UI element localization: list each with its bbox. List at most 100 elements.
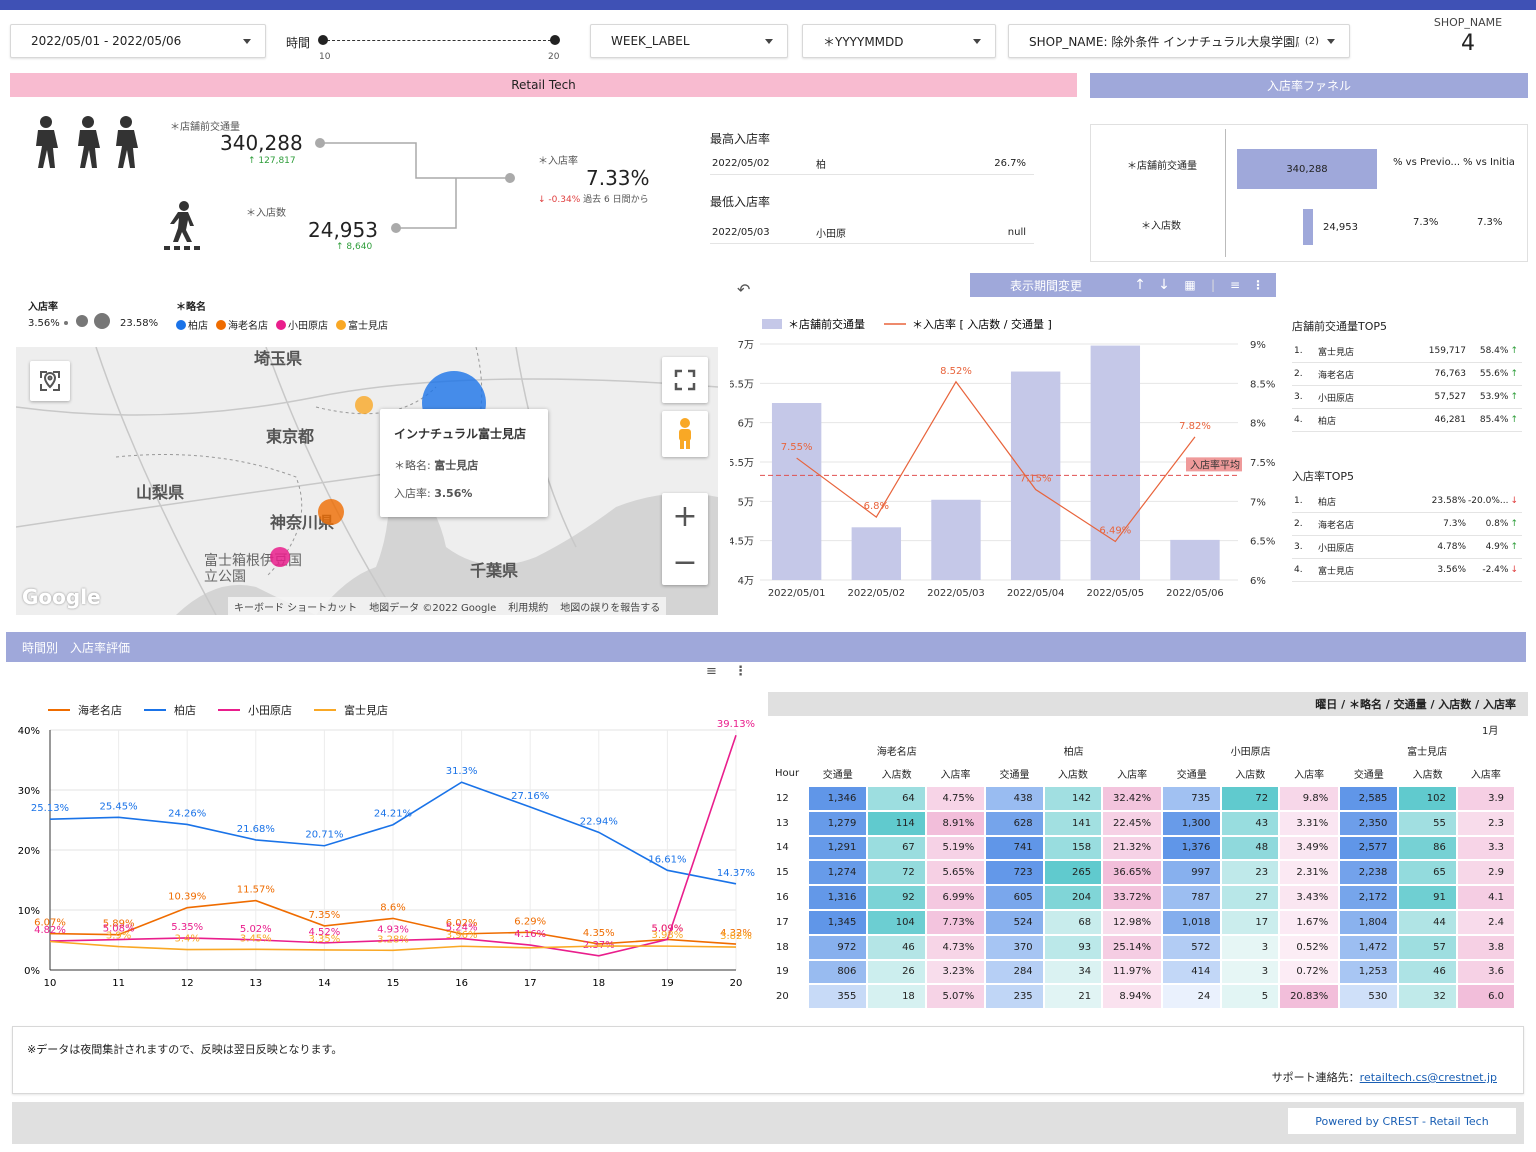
heat-cell: 3.49% [1278, 834, 1341, 862]
data-label: 11.57% [237, 885, 275, 896]
chevron-down-icon [765, 38, 773, 44]
legend-shop-name: 小田原店 [288, 321, 328, 332]
filter-icon[interactable]: ≡ [1229, 278, 1241, 292]
top5-value: 57,527 [1434, 392, 1467, 402]
map-background [16, 347, 718, 615]
funnel-bar-traffic: 340,288 [1237, 149, 1377, 189]
more-vert-icon[interactable]: ⋮ [1252, 278, 1264, 292]
legend-size-large [94, 313, 110, 329]
heat-cell: 1,279 [807, 809, 869, 837]
period-change-label[interactable]: 表示期間変更 [1010, 278, 1083, 293]
heat-shop-header: 柏店 [1063, 746, 1084, 758]
series-line [49, 940, 737, 952]
legend-shop-item: 柏店 [176, 317, 208, 332]
yyyymmdd-dropdown[interactable]: ＊YYYYMMDD [802, 24, 996, 58]
footer-note: ※データは夜間集計されますので、反映は翌日反映となります。 [27, 1043, 343, 1056]
date-range-picker[interactable]: 2022/05/01 - 2022/05/06 [10, 24, 266, 58]
heat-col-header: 交通量 [1353, 770, 1384, 781]
powered-by-link[interactable]: Powered by CREST - Retail Tech [1288, 1108, 1516, 1134]
line-filter-icon[interactable]: ≡ [706, 664, 717, 679]
x-tick: 16 [455, 978, 468, 989]
heat-cell: 1,345 [807, 908, 869, 936]
top5-pct-value: 85.4% [1479, 415, 1509, 425]
heat-cell: 524 [984, 908, 1045, 936]
max-rate-shop: 柏 [816, 159, 826, 171]
heat-cell: 4.73% [924, 933, 987, 961]
map-marker-fujimi[interactable] [355, 396, 373, 414]
heat-cell: 572 [1161, 933, 1223, 961]
slider-handle-min[interactable] [318, 35, 328, 45]
arrow-down-icon: ↓ [1510, 496, 1518, 506]
heat-col-header: 入店率 [940, 770, 971, 781]
x-tick: 14 [318, 978, 331, 989]
zoom-out-button[interactable]: − [672, 544, 698, 580]
map-footer-shortcuts[interactable]: キーボード ショートカット [234, 603, 358, 614]
x-tick: 2022/05/05 [1086, 588, 1144, 599]
line-legend-item: 富士見店 [314, 702, 388, 718]
shop-name-filter[interactable]: SHOP_NAME: 除外条件 インナチュラル大泉学園店,... (2) [1008, 24, 1350, 58]
data-label: 4.82% [34, 925, 66, 936]
chart-settings-icon[interactable]: ▦ [1184, 278, 1196, 292]
heat-cell: 741 [984, 834, 1045, 862]
location-button[interactable] [30, 361, 70, 401]
y-left-tick: 4.5万 [730, 537, 754, 548]
heat-cell: 11.97% [1101, 958, 1164, 986]
fullscreen-button[interactable] [662, 357, 708, 403]
shop-filter-count: (2) [1304, 35, 1319, 47]
map-footer-terms[interactable]: 利用規約 [508, 603, 549, 614]
legend-bar-label: ＊店舗前交通量 [788, 317, 865, 331]
sort-up-icon[interactable]: ↑ [1134, 277, 1146, 293]
heat-cell: 7.73% [924, 908, 987, 936]
slider-handle-max[interactable] [550, 35, 560, 45]
chevron-down-icon [243, 38, 251, 44]
map-marker-odawara[interactable] [270, 547, 290, 567]
arrow-up-icon: ↑ [1510, 542, 1518, 552]
street-view-button[interactable] [662, 411, 708, 457]
heat-hour: 19 [768, 958, 810, 986]
support-email-link[interactable]: retailtech.cs@crestnet.jp [1359, 1071, 1497, 1084]
heat-cell: 1,274 [807, 859, 869, 887]
legend-shop-dot [336, 319, 346, 330]
data-label: 4.93% [377, 924, 409, 935]
heat-cell: 735 [1161, 785, 1223, 812]
week-label-value: WEEK_LABEL [611, 34, 690, 48]
data-label: 5.89% [103, 919, 135, 930]
crosswalk-walker-icon [164, 201, 200, 250]
heat-cell: 17 [1220, 908, 1281, 936]
data-label: 31.3% [446, 766, 478, 777]
heat-month: 1月 [1482, 726, 1499, 737]
data-label: 27.16% [511, 791, 549, 802]
map-marker-ebina[interactable] [318, 499, 344, 525]
week-label-dropdown[interactable]: WEEK_LABEL [590, 24, 788, 58]
x-tick: 17 [524, 978, 537, 989]
traffic-kpi-label: ＊店舗前交通量 [170, 122, 240, 133]
heat-cell: 3.23% [924, 958, 987, 986]
map-view[interactable]: 埼玉県 東京都 山梨県 神奈川県 富士箱根伊豆国立公園 千葉県 インナチュラル富… [16, 347, 718, 615]
data-label: 4.16% [514, 929, 546, 940]
heat-cell: 438 [984, 785, 1045, 812]
location-pin-icon [40, 371, 60, 391]
map-footer: キーボード ショートカット 地図データ ©2022 Google 利用規約 地図… [228, 597, 667, 615]
min-rate-shop: 小田原 [816, 228, 846, 240]
max-rate-value: 26.7% [994, 157, 1026, 169]
map-footer-report[interactable]: 地図の誤りを報告する [560, 603, 661, 614]
data-label: 10.39% [168, 892, 206, 903]
undo-icon[interactable]: ↶ [737, 280, 751, 299]
heat-cell: 5.19% [924, 834, 987, 862]
heat-cell: 22.45% [1101, 809, 1164, 837]
traffic-top5-table: 店舗前交通量TOP5 1. 富士見店 159,717 58.4% ↑ 2. 海老名店 76,7… [1292, 318, 1522, 432]
data-label: 24.21% [374, 809, 412, 820]
heat-hour: 20 [768, 983, 810, 1011]
heat-cell: 284 [984, 958, 1045, 986]
time-slider[interactable]: 時間 10 20 [286, 28, 566, 64]
legend-shop-name: 海老名店 [228, 321, 268, 332]
line-legend-swatch [144, 709, 166, 711]
heat-table-wrap: 海老名店 柏店 小田原店 富士見店 Hour 交通量 入店数 入店率 交通量 入店数 入店率 交通量 入… [768, 738, 1516, 1011]
top5-row: 1. 柏店 23.58% -20.0%... ↓ [1292, 490, 1522, 513]
heat-cell: 102 [1397, 785, 1458, 812]
top5-pct: 85.4% ↑ [1466, 415, 1522, 425]
heat-cell: 1,316 [807, 884, 869, 911]
line-more-icon[interactable]: ⋮ [734, 664, 747, 679]
zoom-in-button[interactable]: + [672, 498, 698, 534]
sort-down-icon[interactable]: ↓ [1158, 277, 1170, 293]
